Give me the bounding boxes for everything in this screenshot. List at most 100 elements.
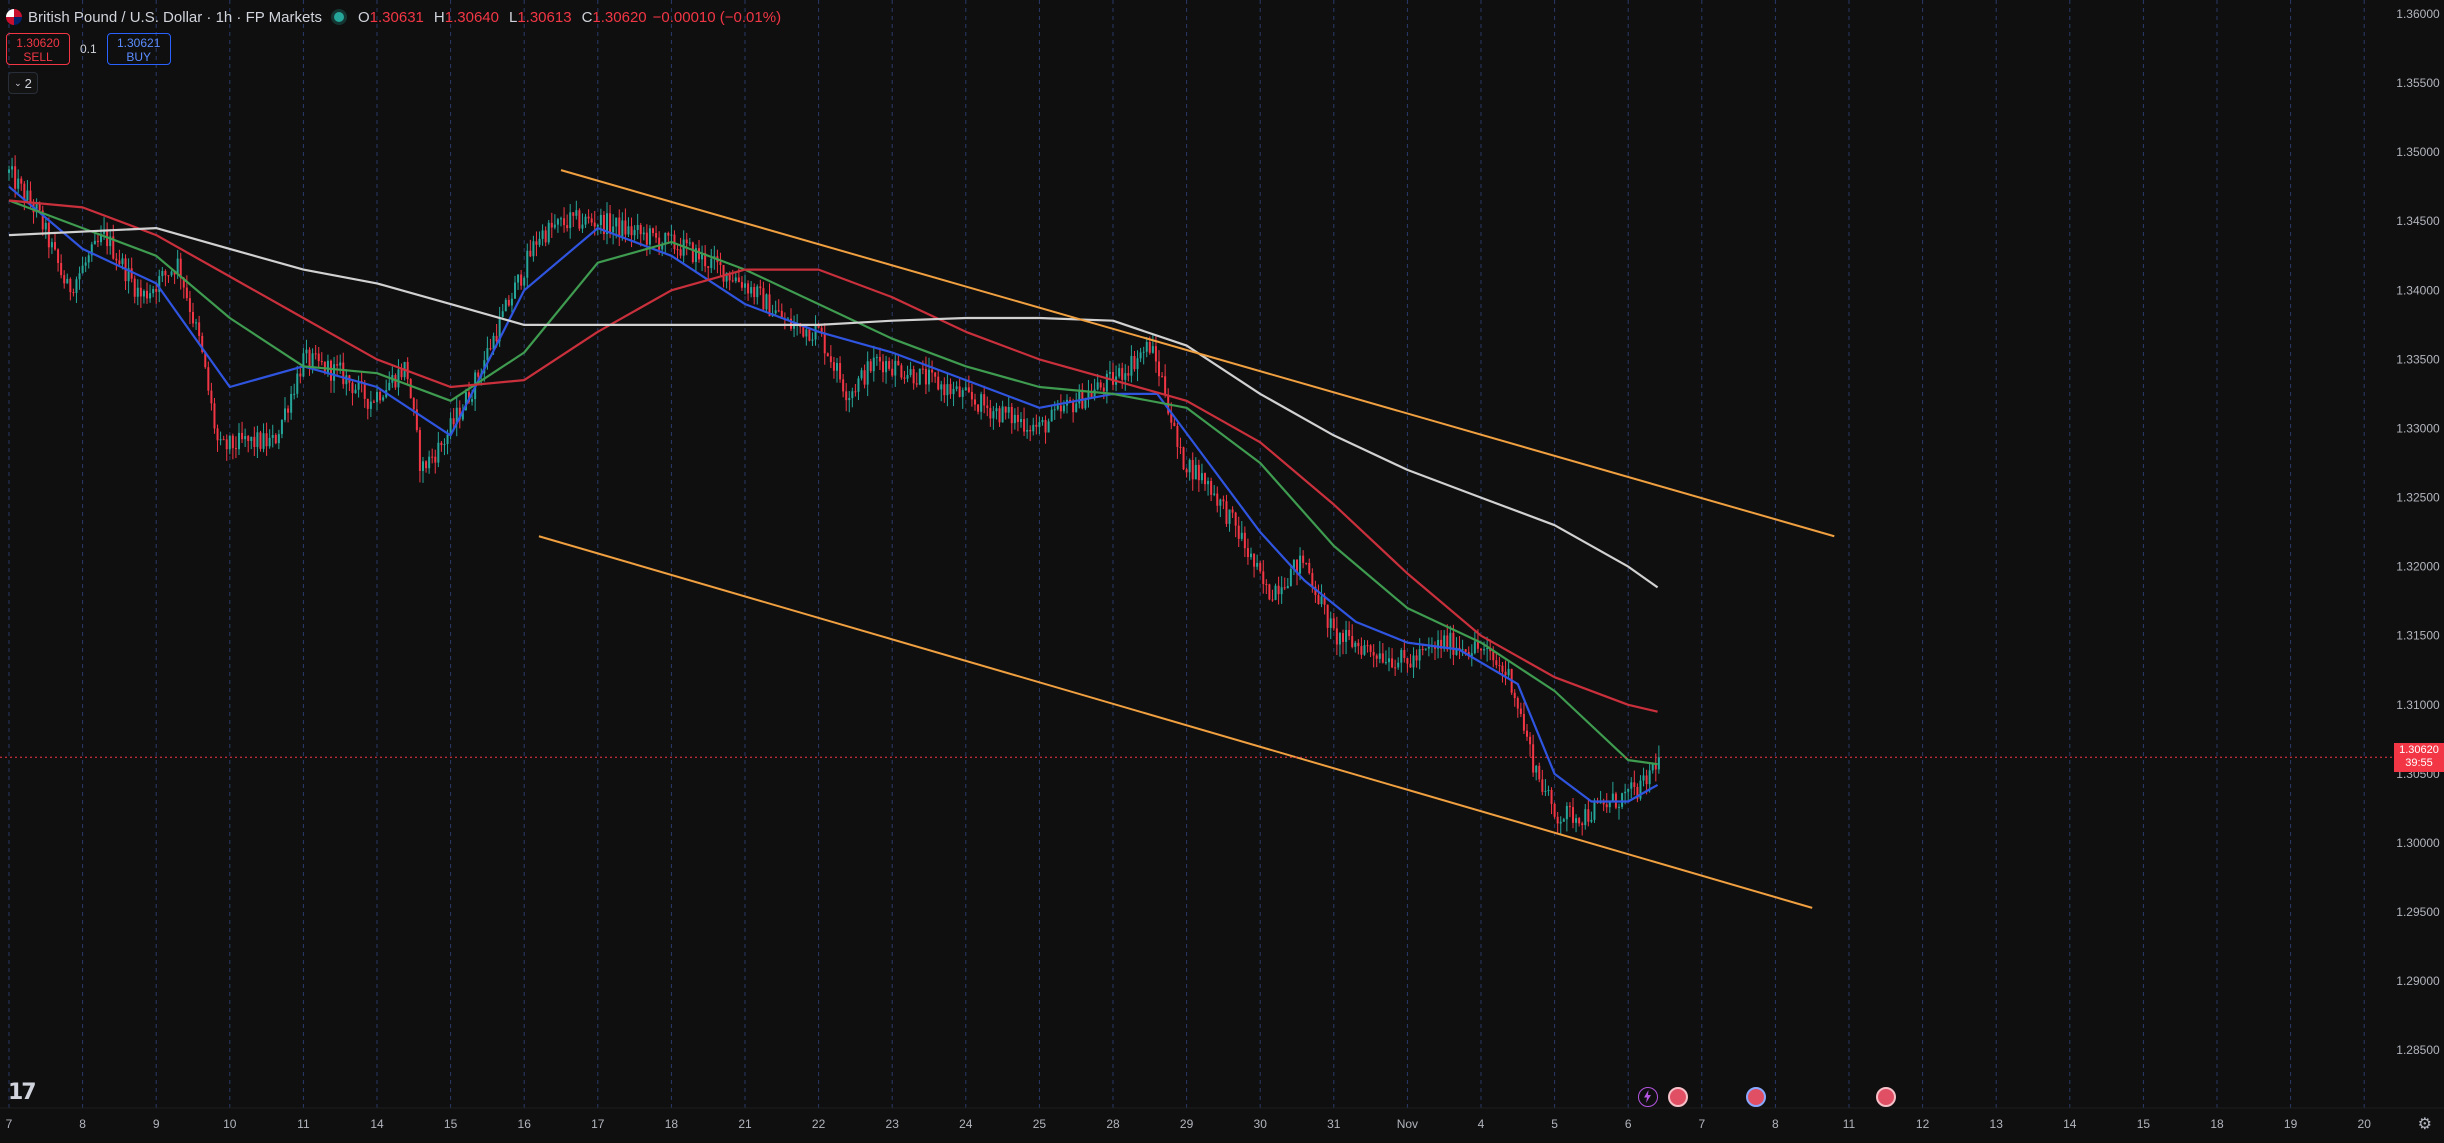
candle-body[interactable] — [1559, 821, 1562, 824]
candle-body[interactable] — [725, 272, 728, 282]
candle-body[interactable] — [1158, 361, 1160, 377]
candle-body[interactable] — [1437, 639, 1440, 649]
candle-body[interactable] — [1231, 509, 1234, 513]
candle-body[interactable] — [992, 411, 995, 419]
candle-body[interactable] — [1222, 499, 1225, 502]
candle-body[interactable] — [1059, 405, 1062, 412]
candle-body[interactable] — [100, 233, 102, 243]
candle-body[interactable] — [1532, 744, 1535, 773]
candle-body[interactable] — [977, 404, 980, 412]
candle-body[interactable] — [1308, 562, 1311, 574]
candle-body[interactable] — [1529, 736, 1532, 745]
candle-body[interactable] — [1302, 555, 1305, 563]
candle-body[interactable] — [388, 382, 391, 391]
candle-body[interactable] — [425, 461, 428, 469]
candle-body[interactable] — [1056, 405, 1059, 410]
candle-body[interactable] — [256, 432, 259, 447]
candle-body[interactable] — [1026, 429, 1029, 432]
candle-body[interactable] — [1587, 809, 1590, 822]
candle-body[interactable] — [1562, 819, 1565, 822]
candle-body[interactable] — [1075, 403, 1078, 413]
candle-body[interactable] — [244, 436, 247, 440]
candle-body[interactable] — [1648, 770, 1651, 785]
candle-body[interactable] — [560, 218, 562, 220]
candle-body[interactable] — [29, 190, 32, 204]
candle-body[interactable] — [1602, 802, 1605, 805]
candle-body[interactable] — [14, 166, 17, 189]
candle-body[interactable] — [1179, 446, 1182, 448]
candle-body[interactable] — [489, 348, 492, 350]
candle-body[interactable] — [1280, 587, 1283, 595]
candle-body[interactable] — [986, 405, 989, 408]
candle-body[interactable] — [633, 229, 636, 236]
candle-body[interactable] — [376, 391, 378, 403]
candle-body[interactable] — [434, 456, 437, 463]
candle-body[interactable] — [234, 448, 237, 450]
candle-body[interactable] — [1440, 639, 1443, 649]
candle-body[interactable] — [1210, 480, 1213, 495]
candle-body[interactable] — [1412, 655, 1415, 668]
candle-body[interactable] — [357, 381, 360, 390]
candle-body[interactable] — [744, 283, 746, 288]
settings-gear-icon[interactable]: ⚙ — [2417, 1116, 2432, 1133]
candle-body[interactable] — [648, 228, 651, 245]
candle-body[interactable] — [857, 378, 860, 392]
candle-body[interactable] — [1627, 788, 1630, 792]
candle-body[interactable] — [676, 249, 679, 251]
candle-body[interactable] — [1099, 382, 1102, 388]
candle-body[interactable] — [980, 394, 983, 412]
candle-body[interactable] — [878, 356, 881, 362]
candle-body[interactable] — [664, 232, 667, 245]
candle-body[interactable] — [262, 433, 265, 449]
candle-body[interactable] — [63, 275, 66, 284]
candle-body[interactable] — [817, 325, 820, 328]
candle-body[interactable] — [615, 217, 618, 227]
candle-body[interactable] — [535, 241, 538, 245]
candle-body[interactable] — [731, 280, 734, 282]
candle-body[interactable] — [1188, 459, 1191, 473]
candle-body[interactable] — [774, 310, 777, 314]
candle-body[interactable] — [1593, 802, 1596, 820]
candle-body[interactable] — [452, 418, 455, 425]
candle-body[interactable] — [333, 364, 336, 381]
candle-body[interactable] — [642, 232, 645, 235]
candle-body[interactable] — [1645, 775, 1648, 785]
candle-body[interactable] — [698, 248, 700, 260]
candle-body[interactable] — [81, 265, 84, 274]
candle-body[interactable] — [1483, 649, 1486, 651]
candle-body[interactable] — [624, 220, 627, 235]
candle-body[interactable] — [118, 260, 121, 265]
candle-body[interactable] — [400, 369, 403, 378]
candle-body[interactable] — [949, 384, 952, 395]
candle-body[interactable] — [1151, 346, 1154, 353]
candle-body[interactable] — [609, 213, 612, 233]
candle-body[interactable] — [1446, 635, 1449, 650]
candle-body[interactable] — [793, 324, 796, 329]
candle-body[interactable] — [1544, 790, 1547, 792]
candle-body[interactable] — [547, 222, 550, 243]
candle-body[interactable] — [1568, 806, 1571, 808]
candle-body[interactable] — [293, 393, 296, 395]
candle-body[interactable] — [1191, 459, 1194, 480]
candle-body[interactable] — [1268, 584, 1271, 600]
candle-body[interactable] — [41, 210, 44, 230]
candle-body[interactable] — [581, 224, 584, 229]
candle-body[interactable] — [1535, 765, 1538, 773]
candle-body[interactable] — [501, 311, 504, 318]
candle-body[interactable] — [679, 249, 682, 256]
candle-body[interactable] — [510, 298, 513, 306]
candle-body[interactable] — [461, 410, 464, 420]
candle-body[interactable] — [1250, 553, 1252, 558]
candle-body[interactable] — [54, 242, 56, 250]
candle-body[interactable] — [707, 266, 710, 268]
candle-body[interactable] — [308, 349, 311, 368]
candle-body[interactable] — [882, 361, 884, 373]
candle-body[interactable] — [93, 240, 96, 245]
candle-body[interactable] — [630, 226, 633, 236]
candle-body[interactable] — [1651, 763, 1654, 771]
candle-body[interactable] — [621, 220, 624, 237]
candle-body[interactable] — [765, 294, 768, 310]
candle-body[interactable] — [1139, 352, 1142, 359]
candle-body[interactable] — [851, 391, 854, 398]
candle-body[interactable] — [1452, 632, 1455, 655]
